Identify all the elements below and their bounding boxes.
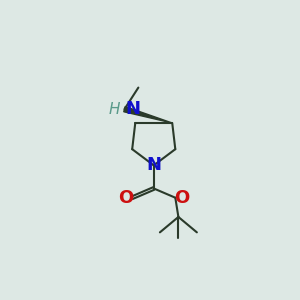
Text: H: H [108,102,120,117]
Text: O: O [174,189,189,207]
Polygon shape [124,106,172,123]
Text: N: N [125,100,140,118]
Text: N: N [146,156,161,174]
Text: O: O [118,189,134,207]
